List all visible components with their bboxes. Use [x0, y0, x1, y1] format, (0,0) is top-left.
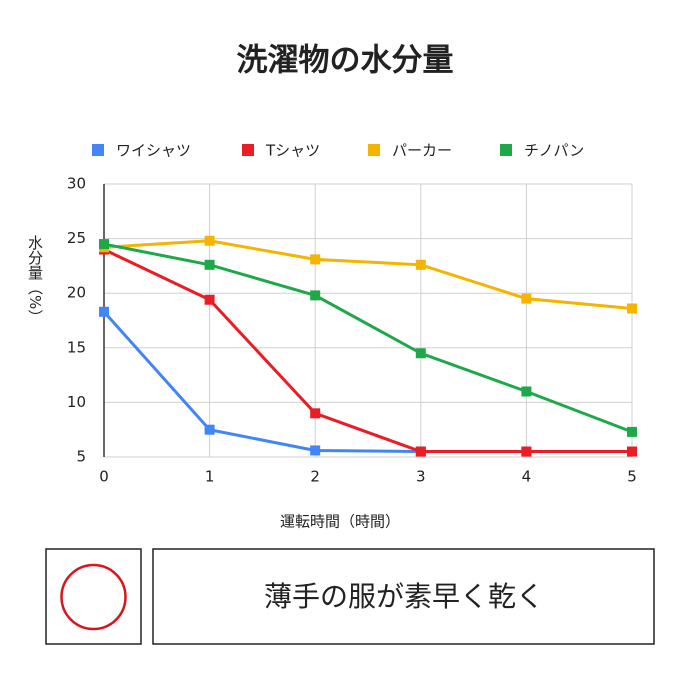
- data-point: [204, 235, 215, 246]
- circle-symbol: [60, 563, 127, 631]
- data-point: [415, 259, 426, 270]
- legend-swatch: [368, 144, 380, 156]
- legend-swatch: [242, 144, 254, 156]
- data-point: [204, 259, 215, 270]
- data-point: [415, 348, 426, 359]
- data-point: [627, 446, 637, 457]
- chart-title: 洗濯物の水分量: [237, 43, 454, 79]
- legend-label: チノパン: [524, 142, 584, 160]
- y-tick-label: 20: [67, 284, 86, 302]
- series-line: [103, 248, 632, 454]
- x-tick-label: 2: [310, 468, 320, 486]
- data-point: [521, 386, 532, 397]
- y-tick-label: 5: [76, 448, 86, 466]
- x-tick-label: 4: [522, 468, 532, 486]
- result-text: 薄手の服が素早く乾く: [264, 580, 544, 613]
- data-point: [204, 294, 215, 305]
- data-point: [627, 426, 637, 437]
- x-tick-label: 5: [627, 468, 637, 486]
- y-axis-label: 水分量（%）: [26, 235, 44, 324]
- legend-swatch: [92, 144, 104, 156]
- symbol-box: [45, 548, 142, 645]
- data-point: [310, 408, 321, 419]
- data-point: [627, 303, 637, 314]
- y-tick-label: 25: [67, 229, 86, 247]
- x-tick-label: 1: [205, 468, 215, 486]
- y-tick-label: 30: [67, 175, 86, 193]
- data-point: [204, 424, 215, 435]
- x-tick-label: 3: [416, 468, 426, 486]
- data-point: [99, 306, 109, 317]
- legend-swatch: [500, 144, 512, 156]
- y-tick-label: 15: [67, 338, 86, 356]
- data-point: [415, 446, 426, 457]
- result-box: [152, 548, 655, 645]
- series-line: [103, 239, 633, 310]
- data-point: [521, 293, 532, 304]
- data-point: [310, 290, 321, 301]
- data-point: [521, 446, 532, 457]
- legend-label: Tシャツ: [265, 142, 320, 160]
- data-point: [99, 239, 109, 250]
- legend-label: パーカー: [392, 142, 452, 160]
- data-point: [310, 254, 321, 265]
- legend-label: ワイシャツ: [116, 142, 191, 160]
- series-line: [103, 242, 633, 434]
- x-tick-label: 0: [99, 468, 109, 486]
- x-axis-label: 運転時間（時間）: [280, 513, 400, 531]
- y-tick-label: 10: [67, 393, 86, 411]
- data-point: [310, 445, 321, 456]
